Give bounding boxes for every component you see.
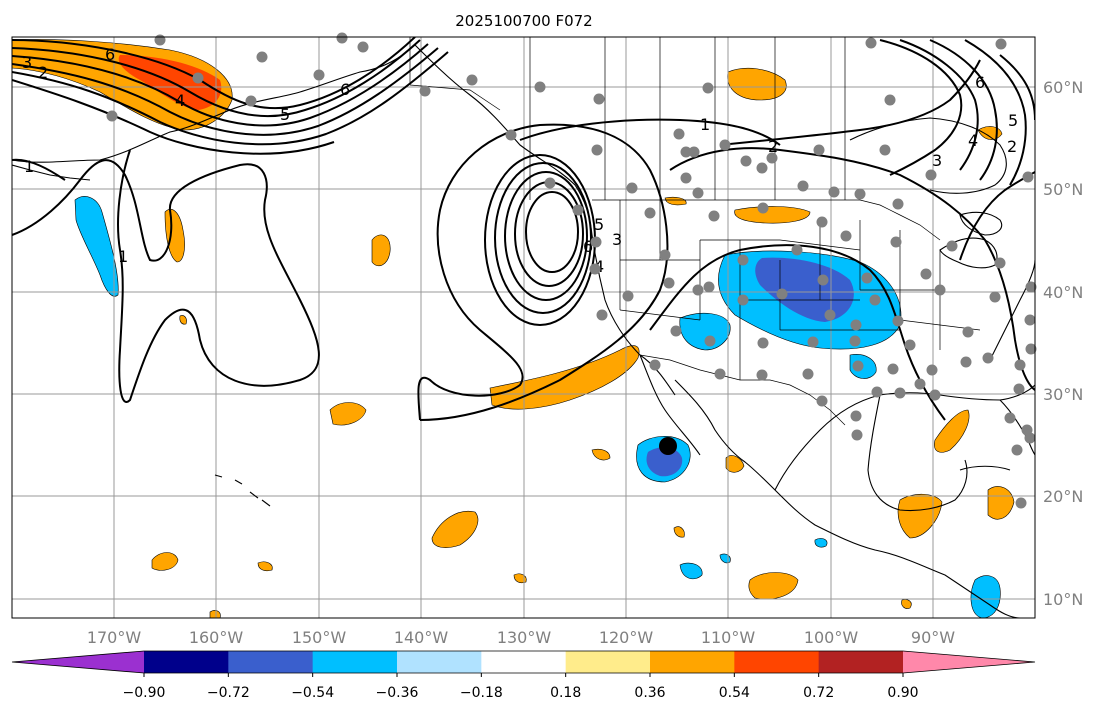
positive-anomaly-west5 [257,561,273,572]
colorbar-tick-label: 0.72 [803,685,834,701]
colorbar-segment [481,651,567,673]
negative-anomaly-southwest [679,312,731,351]
lon-label: 140°W [394,628,449,647]
contour-label-west-3: 3 [22,53,32,72]
positive-anomaly-small-e [209,610,221,618]
contour-label-west-6b: 6 [340,80,350,99]
lon-label: 160°W [189,628,244,647]
contour-label-east-5: 5 [1008,111,1018,130]
contour-label-low-3: 3 [612,230,622,249]
contour-label-east-2: 2 [768,137,778,156]
lat-label: 50°N [1043,180,1083,199]
contour-label-west-3b: 4 [175,91,185,110]
focus-marker [659,437,677,455]
colorbar-tick-label: 0.90 [887,685,918,701]
positive-anomaly-yucatan [897,493,943,539]
colorbar-extend-high [903,651,1035,673]
coastlines [12,44,1035,618]
positive-anomaly-canada [727,67,787,101]
contour-labels: 3 2 6 4 5 6 1 1 3 5 6 4 1 2 3 4 5 6 2 [22,45,1018,276]
lon-label: 110°W [701,628,756,647]
lon-label: 170°W [87,628,142,647]
positive-anomaly-west4 [151,552,179,571]
positive-anomaly-west2 [371,234,391,267]
positive-anomaly-small-b [513,573,527,584]
contour-label-west-1a: 1 [24,157,34,176]
positive-anomaly-dakota [734,206,811,224]
station-markers [106,32,1037,509]
colorbar-segment [144,651,229,673]
lon-label: 100°W [804,628,859,647]
lon-label: 150°W [292,628,347,647]
colorbar-tick-label: −0.18 [460,685,503,701]
contour-label-west-2: 2 [38,63,48,82]
negative-anomaly-pacific-low-core [646,447,683,477]
positive-anomaly-small-d [901,599,912,609]
colorbar: −0.90 −0.72 −0.54 −0.36 −0.18 0.18 0.36 0.54 0.7… [11,650,1036,701]
positive-anomaly-small-c [673,526,685,538]
colorbar-segment [397,651,482,673]
positive-anomaly-pacific-e [748,572,799,600]
colorbar-segment [565,651,651,673]
lon-label: 120°W [599,628,654,647]
gridlines [12,37,1035,618]
colorbar-tick-label: −0.54 [291,685,334,701]
positive-anomaly-west3 [329,402,367,426]
negative-anomaly-small1 [679,562,703,580]
contour-label-east-1: 1 [700,115,710,134]
contour-label-east-3: 3 [932,151,942,170]
contour-label-west-5: 5 [280,105,290,124]
latitude-labels: 60°N 50°N 40°N 30°N 20°N 10°N [1043,78,1083,609]
colorbar-tick-label: −0.72 [207,685,250,701]
colorbar-tick-label: 0.36 [634,685,665,701]
colorbar-segment [228,651,314,673]
positive-anomaly-small-a [664,196,687,206]
colorbar-segment [650,651,735,673]
contour-label-west-1b: 1 [118,247,128,266]
longitude-labels: 170°W 160°W 150°W 140°W 130°W 120°W 110°… [87,628,955,647]
contour-label-low-5: 5 [594,215,604,234]
colorbar-tick-label: −0.90 [123,685,166,701]
contour-label-low-6: 6 [583,237,593,256]
positive-anomaly-caribbean [987,486,1015,520]
negative-anomaly-west-pacific [74,196,119,297]
colorbar-extend-low [12,651,144,673]
lon-label: 130°W [497,628,552,647]
lat-label: 40°N [1043,283,1083,302]
colorbar-segment [312,651,398,673]
positive-anomaly-hawaii-south [431,510,479,548]
map-frame [11,36,1036,619]
colorbar-segment [818,651,904,673]
colorbar-tick-label: 0.18 [550,685,581,701]
colorbar-tick-label: 0.54 [719,685,750,701]
contour-label-east-6: 6 [975,73,985,92]
contour-label-east-4: 4 [968,131,978,150]
positive-anomaly-mexico-w [591,448,611,461]
map-title: 2025100700 F072 [455,12,592,30]
colorbar-segment [734,651,820,673]
contour-label-east-2b: 2 [1007,137,1017,156]
positive-anomaly-small-f [179,315,187,325]
lat-label: 60°N [1043,78,1083,97]
lat-label: 20°N [1043,487,1083,506]
positive-anomaly-gulf [934,409,970,453]
lat-label: 10°N [1043,590,1083,609]
positive-anomaly-mexico [725,455,745,473]
contour-label-west-6: 6 [105,45,115,64]
lon-label: 90°W [911,628,955,647]
lat-label: 30°N [1043,385,1083,404]
colorbar-tick-label: −0.36 [376,685,419,701]
negative-anomaly-small3 [814,538,828,548]
